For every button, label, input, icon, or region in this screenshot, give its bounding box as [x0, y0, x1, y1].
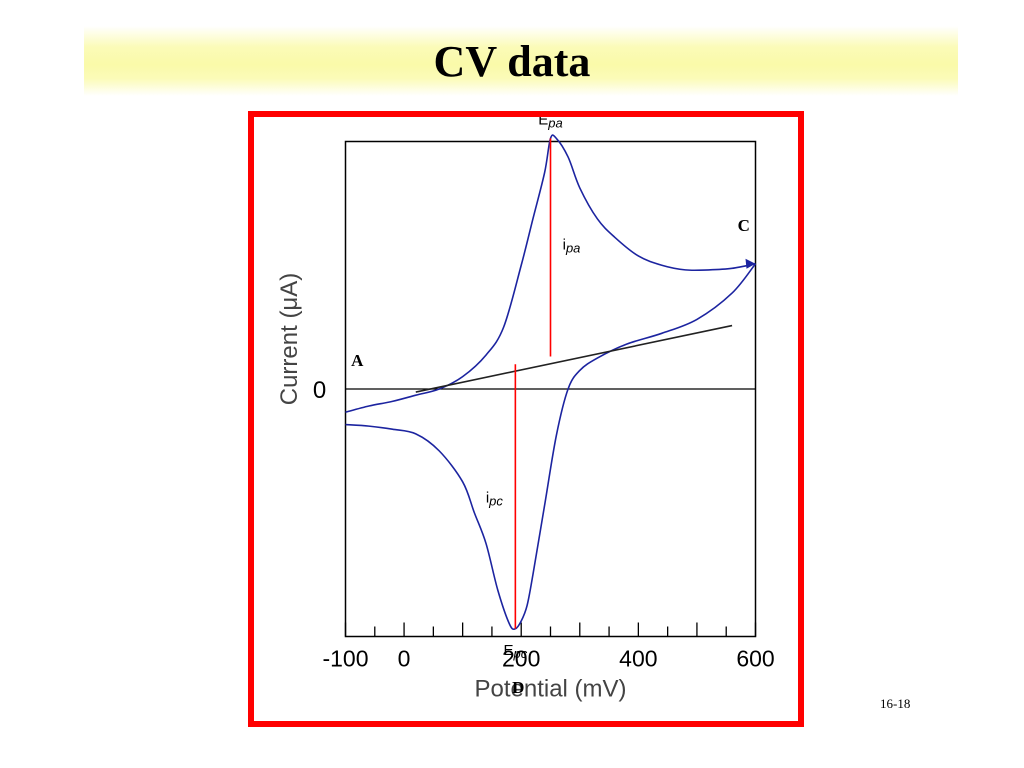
annotation-subscript: pa [565, 240, 580, 255]
annotation-main-text: E [538, 117, 548, 128]
annotation-subscript: pc [512, 646, 527, 661]
x-tick-label: -100 [322, 646, 368, 672]
y-axis-label: Current (μA) [276, 273, 303, 406]
annotation-main-text: E [503, 642, 513, 659]
annotation-point-c: C [738, 216, 750, 235]
chart-frame [248, 111, 804, 727]
annotation-main-text: i [486, 490, 489, 507]
cv-chart: -100 0 200 400 600 0 Potential (mV) Current (μA… [276, 117, 775, 703]
reverse-scan-curve [345, 263, 757, 631]
page-number: 16-18 [880, 696, 911, 711]
title-band [84, 26, 958, 96]
x-tick-label: 200 [502, 646, 540, 672]
slide-title: CV data [433, 37, 591, 86]
annotation-point-d: D [512, 678, 524, 697]
x-tick-label: 400 [619, 646, 657, 672]
scan-reversal-arrow [745, 258, 756, 269]
x-tick-label: 0 [398, 646, 411, 672]
y-tick-label: 0 [313, 377, 326, 404]
annotation-subscript: pa [547, 117, 562, 130]
annotation-epa: Epa [538, 117, 562, 130]
x-tick-label: 600 [736, 646, 774, 672]
extrapolated-baseline [415, 324, 733, 393]
annotation-point-a: A [351, 351, 364, 370]
annotation-epc: Epc [503, 642, 527, 661]
annotation-main-text: i [563, 236, 566, 253]
annotation-subscript: pc [488, 494, 503, 509]
annotation-ipa: ipa [563, 236, 581, 255]
x-axis-label: Potential (mV) [474, 676, 626, 703]
annotation-ipc: ipc [486, 490, 504, 509]
